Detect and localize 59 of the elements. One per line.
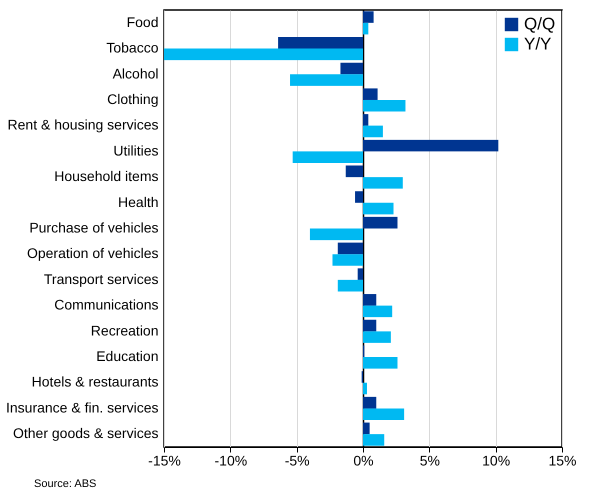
legend-label: Q/Q — [524, 14, 556, 34]
bar — [363, 434, 384, 446]
y-tick-label: Recreation — [90, 322, 158, 338]
x-tick-label: -15% — [148, 452, 181, 468]
legend-label: Y/Y — [524, 34, 552, 54]
bar — [358, 268, 363, 280]
bar — [363, 382, 367, 394]
y-tick-label: Alcohol — [112, 65, 158, 82]
bar — [340, 62, 363, 74]
y-tick-label: Insurance & fin. services — [6, 399, 158, 416]
bar — [363, 100, 406, 112]
bar — [290, 74, 363, 86]
y-tick-label: Purchase of vehicles — [29, 220, 158, 236]
y-tick-label: Operation of vehicles — [26, 245, 158, 262]
x-tick-label: -5% — [284, 452, 310, 468]
bar — [363, 22, 368, 34]
y-tick-label: Household items — [54, 168, 158, 184]
y-tick-label: Utilities — [113, 142, 158, 158]
x-tick-label: -10% — [214, 452, 248, 468]
x-tick-label: 5% — [420, 452, 440, 468]
bar — [363, 88, 378, 100]
y-tick-label: Rent & housing services — [8, 116, 158, 133]
x-tick-label: 15% — [548, 452, 577, 468]
bar — [363, 202, 394, 214]
bar — [363, 126, 383, 138]
bar — [363, 140, 498, 152]
bar — [363, 11, 374, 23]
bar — [164, 48, 363, 60]
y-tick-label: Education — [96, 348, 158, 364]
y-tick-label: Communications — [54, 296, 158, 313]
bar — [363, 320, 376, 332]
bar — [363, 422, 370, 434]
bar — [363, 177, 403, 189]
bar — [355, 191, 363, 203]
bar — [363, 306, 392, 318]
bar — [346, 166, 363, 178]
bar — [338, 280, 363, 292]
source-note: Source: ABS — [34, 478, 96, 490]
bar — [338, 242, 363, 254]
bar — [363, 216, 398, 228]
y-tick-label: Tobacco — [106, 40, 159, 56]
bar — [363, 294, 376, 306]
bar — [292, 151, 363, 163]
y-tick-label: Health — [118, 194, 158, 210]
bar — [310, 228, 363, 240]
y-tick-label: Hotels & restaurants — [32, 374, 158, 390]
y-tick-label: Clothing — [107, 90, 158, 107]
bar — [363, 408, 404, 420]
bar — [363, 331, 391, 343]
bar — [332, 254, 363, 266]
y-tick-label: Transport services — [44, 270, 158, 287]
y-tick-label: Food — [126, 14, 158, 30]
bar — [363, 357, 398, 369]
x-tick-label: 10% — [482, 452, 510, 468]
bar — [363, 396, 376, 408]
x-tick-label: 0% — [353, 452, 374, 468]
y-tick-label: Other goods & services — [12, 425, 158, 442]
bar — [363, 114, 368, 126]
bar — [278, 36, 363, 49]
